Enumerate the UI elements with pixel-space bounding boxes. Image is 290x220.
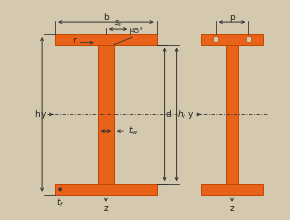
Text: $t_w$: $t_w$ (128, 125, 139, 137)
Text: $t_f$: $t_f$ (56, 196, 64, 209)
Bar (201, 34, 263, 45)
Bar (98, 45, 114, 184)
Bar (55, 184, 157, 195)
Text: r: r (72, 36, 76, 45)
Text: z: z (104, 204, 108, 213)
Text: b: b (103, 13, 109, 22)
Bar (55, 34, 157, 45)
Text: y: y (40, 110, 46, 119)
Text: d: d (166, 110, 171, 119)
Bar (201, 184, 263, 195)
Text: 45°: 45° (131, 28, 144, 34)
Text: h: h (34, 110, 40, 119)
Bar (246, 36, 251, 42)
Bar (213, 36, 218, 42)
Text: y: y (188, 110, 193, 119)
Bar (226, 45, 238, 184)
Text: $s_s$: $s_s$ (114, 19, 122, 29)
Text: z: z (230, 204, 234, 213)
Text: p: p (229, 13, 235, 22)
Text: $h_i$: $h_i$ (177, 108, 186, 121)
